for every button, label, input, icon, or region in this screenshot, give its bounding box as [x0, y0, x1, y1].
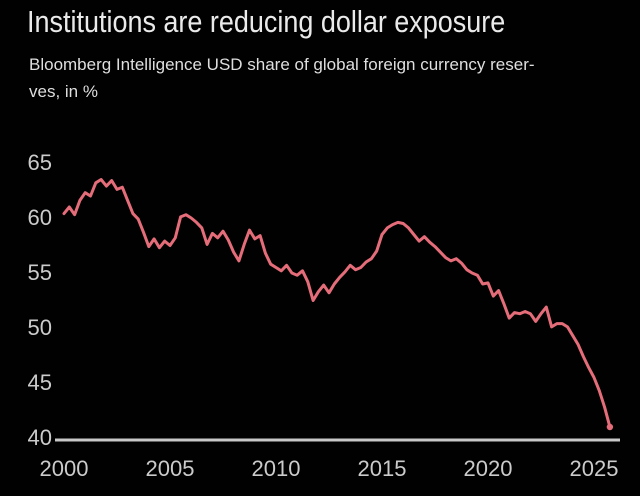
x-tick-label: 2000 — [39, 456, 89, 481]
usd-share-line — [62, 178, 612, 429]
x-tick-label: 2025 — [569, 456, 619, 481]
y-tick-label: 60 — [27, 205, 52, 230]
x-tick-label: 2020 — [463, 456, 513, 481]
y-tick-label: 65 — [27, 150, 52, 175]
line-endpoint-dot — [606, 423, 614, 431]
y-tick-label: 55 — [27, 260, 52, 285]
chart-subtitle-line1: Bloomberg Intelligence USD share of glob… — [29, 55, 535, 74]
x-tick-label: 2005 — [145, 456, 195, 481]
y-tick-label: 40 — [27, 425, 52, 450]
chart-subtitle: Bloomberg Intelligence USD share of glob… — [29, 51, 535, 105]
chart-subtitle-line2: ves, in % — [29, 82, 98, 101]
y-tick-label: 45 — [27, 370, 52, 395]
x-tick-label: 2015 — [357, 456, 407, 481]
y-tick-label: 50 — [27, 315, 52, 340]
x-tick-label: 2010 — [251, 456, 301, 481]
chart-title: Institutions are reducing dollar exposur… — [27, 4, 506, 39]
